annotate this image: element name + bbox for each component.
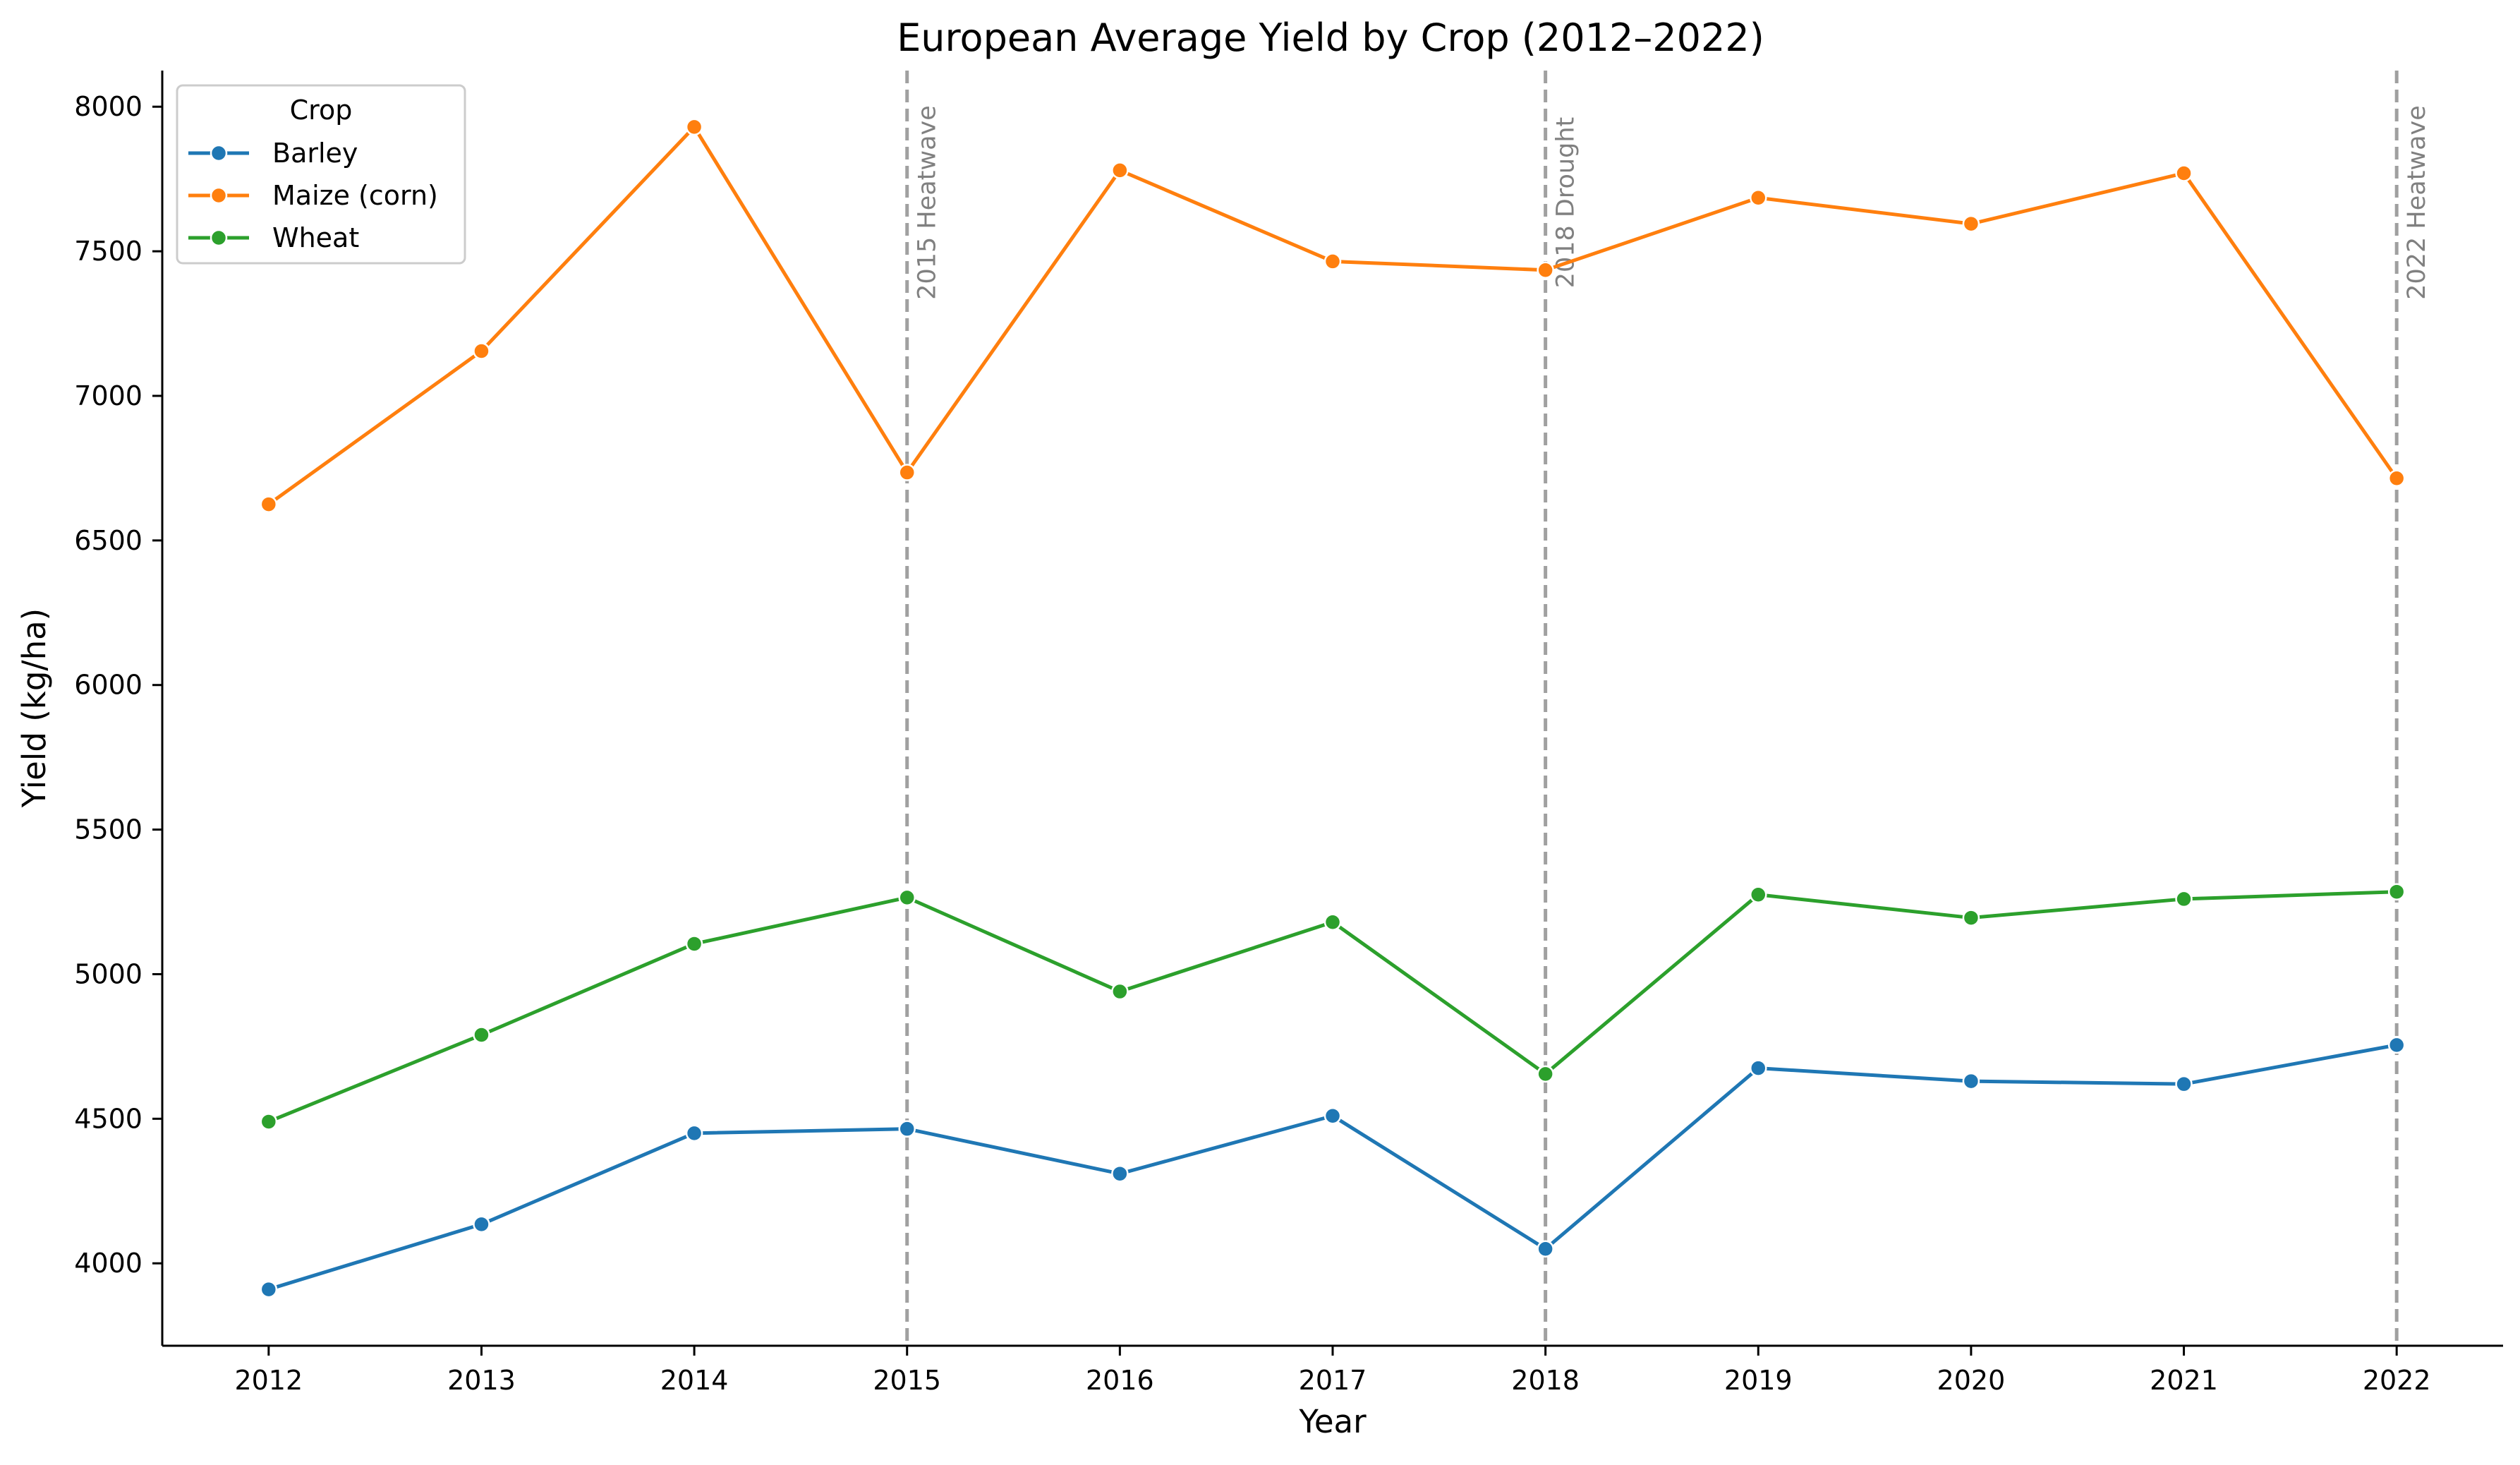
legend-box: [176, 84, 466, 265]
chart-title: European Average Yield by Crop (2012–202…: [897, 16, 1764, 60]
data-point-wheat-2016: [1111, 982, 1129, 1001]
data-point-maize-corn-2020: [1962, 215, 1980, 233]
data-point-wheat-2012: [260, 1113, 278, 1131]
legend-marker-barley: [210, 144, 228, 162]
data-point-maize-corn-2016: [1111, 162, 1129, 179]
data-point-barley-2017: [1323, 1107, 1342, 1125]
y-tick-label-8000: 8000: [74, 91, 143, 122]
x-tick-label-2022: 2022: [2363, 1365, 2431, 1396]
data-point-maize-corn-2019: [1750, 189, 1767, 207]
legend-entries: Barley Maize (corn) Wheat: [188, 138, 438, 253]
y-tick-label-7500: 7500: [74, 236, 143, 267]
data-point-barley-2020: [1962, 1072, 1980, 1090]
x-tick-label-2015: 2015: [873, 1365, 941, 1396]
series-line-maize-corn: [267, 125, 2399, 506]
x-tick-label-2016: 2016: [1086, 1365, 1154, 1396]
data-point-barley-2015: [898, 1120, 916, 1138]
data-point-barley-2021: [2175, 1075, 2193, 1093]
data-point-wheat-2021: [2175, 890, 2193, 908]
x-tick-label-2013: 2013: [447, 1365, 516, 1396]
y-tick-label-5000: 5000: [74, 958, 143, 989]
x-tick-label-2017: 2017: [1299, 1365, 1367, 1396]
legend-label-barley: Barley: [272, 138, 358, 169]
data-point-barley-2019: [1750, 1059, 1767, 1077]
x-ticks: 2012 2013 2014 2015 2016 2017 2018 2019 2020 2021…: [234, 1346, 2431, 1396]
y-tick-label-6500: 6500: [74, 525, 143, 556]
data-point-wheat-2020: [1962, 909, 1980, 927]
data-point-barley-2022: [2387, 1036, 2406, 1054]
data-point-barley-2014: [685, 1124, 703, 1143]
legend-marker-wheat: [210, 229, 228, 247]
annotation-label-2015: 2015 Heatwave: [914, 105, 942, 300]
data-point-maize-corn-2022: [2387, 469, 2406, 487]
legend: Crop Barley Maize (corn) Wheat: [176, 84, 466, 265]
x-tick-label-2019: 2019: [1724, 1365, 1793, 1396]
data-point-barley-2018: [1537, 1240, 1554, 1258]
data-point-maize-corn-2014: [685, 118, 703, 136]
y-tick-label-7000: 7000: [74, 380, 143, 411]
legend-marker-maize-corn: [210, 186, 228, 205]
data-point-wheat-2019: [1750, 886, 1767, 904]
y-axis-label: Yield (kg/ha): [16, 608, 53, 808]
data-point-maize-corn-2017: [1323, 253, 1342, 270]
y-ticks: 4000 4500 5000 5500 6000 6500 7000 7500 8000: [74, 91, 162, 1279]
data-point-barley-2013: [473, 1215, 490, 1234]
y-tick-label-6000: 6000: [74, 670, 143, 701]
x-tick-label-2021: 2021: [2150, 1365, 2218, 1396]
data-point-maize-corn-2015: [898, 464, 916, 481]
data-point-wheat-2018: [1537, 1065, 1554, 1083]
legend-label-wheat: Wheat: [272, 222, 359, 253]
legend-title: Crop: [290, 95, 353, 126]
data-point-barley-2012: [260, 1280, 278, 1298]
data-point-maize-corn-2018: [1537, 261, 1554, 279]
data-point-wheat-2022: [2387, 883, 2406, 900]
data-point-barley-2016: [1111, 1164, 1129, 1183]
data-point-wheat-2014: [685, 935, 703, 953]
x-tick-label-2020: 2020: [1937, 1365, 2006, 1396]
data-point-maize-corn-2013: [473, 342, 490, 360]
x-tick-label-2014: 2014: [660, 1365, 729, 1396]
data-point-maize-corn-2012: [260, 495, 278, 513]
x-axis-label: Year: [1298, 1403, 1367, 1440]
data-point-wheat-2013: [473, 1026, 490, 1044]
y-tick-label-4000: 4000: [74, 1248, 143, 1279]
series-line-barley: [268, 1043, 2397, 1291]
data-point-wheat-2017: [1323, 913, 1342, 931]
y-tick-label-4500: 4500: [74, 1103, 143, 1134]
legend-label-maize-corn: Maize (corn): [272, 180, 438, 211]
series-points: [260, 118, 2406, 1298]
data-point-maize-corn-2021: [2175, 164, 2193, 182]
event-annotations: 2015 Heatwave 2018 Drought 2022 Heatwave: [905, 71, 2431, 1346]
x-tick-label-2012: 2012: [234, 1365, 303, 1396]
data-point-wheat-2015: [898, 888, 916, 907]
x-tick-label-2018: 2018: [1511, 1365, 1580, 1396]
annotation-label-2022: 2022 Heatwave: [2403, 105, 2431, 300]
y-tick-label-5500: 5500: [74, 814, 143, 845]
